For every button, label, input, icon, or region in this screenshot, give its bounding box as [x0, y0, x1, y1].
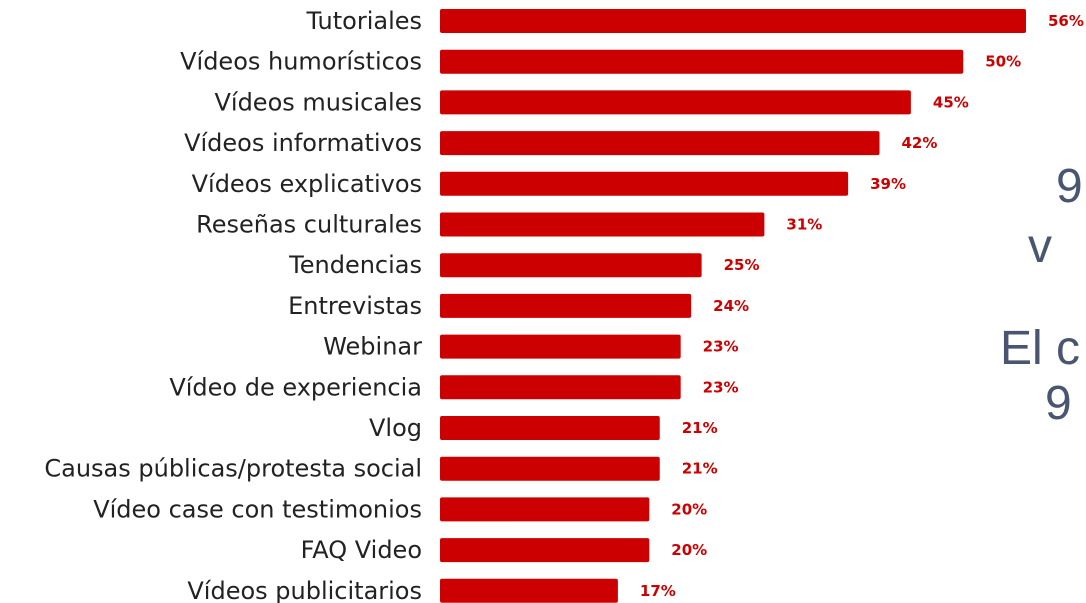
value-label: 20%: [671, 500, 707, 518]
bar: [440, 90, 911, 115]
side-text-line-3: El c: [1000, 322, 1081, 375]
value-label: 23%: [703, 378, 739, 396]
value-label: 45%: [933, 93, 969, 111]
category-label: Tendencias: [288, 251, 422, 279]
value-label: 24%: [713, 297, 749, 315]
bar: [440, 253, 702, 278]
side-text-line-4: 9: [1045, 377, 1072, 430]
bar: [440, 416, 660, 440]
bar: [440, 538, 650, 563]
side-text-line-2: v: [1028, 220, 1052, 273]
category-label: FAQ Video: [301, 536, 422, 564]
bar: [440, 9, 1026, 33]
value-label: 20%: [671, 541, 707, 559]
value-label: 56%: [1048, 12, 1084, 30]
category-label: Entrevistas: [288, 292, 422, 320]
category-label: Vídeos informativos: [184, 129, 422, 157]
bar: [440, 375, 681, 400]
category-label: Vídeos humorísticos: [180, 48, 422, 76]
bar: [440, 171, 849, 196]
value-label: 21%: [682, 460, 718, 478]
value-label: 21%: [682, 419, 718, 437]
category-label: Vídeo case con testimonios: [93, 495, 422, 523]
category-label: Vlog: [369, 414, 422, 442]
bar: [440, 49, 964, 74]
bar: [440, 293, 692, 318]
category-label: Causas públicas/protesta social: [44, 455, 422, 483]
category-label: Reseñas culturales: [196, 211, 422, 239]
category-label: Tutoriales: [306, 7, 423, 35]
value-label: 50%: [985, 53, 1021, 71]
value-label: 23%: [703, 338, 739, 356]
value-label: 25%: [724, 256, 760, 274]
category-label: Webinar: [323, 333, 422, 361]
value-label: 31%: [786, 216, 822, 234]
category-label: Vídeos explicativos: [192, 170, 422, 198]
bar: [440, 578, 618, 603]
bar: [440, 212, 765, 237]
category-label: Vídeo de experiencia: [169, 373, 422, 401]
side-text-line-1: 9: [1056, 160, 1083, 213]
bar: [440, 334, 681, 359]
bar: [440, 131, 880, 156]
category-label: Vídeos publicitarios: [187, 577, 422, 603]
value-label: 17%: [640, 582, 676, 600]
bar: [440, 456, 660, 481]
category-label: Vídeos musicales: [214, 88, 422, 116]
bar: [440, 497, 650, 522]
value-label: 39%: [870, 175, 906, 193]
value-label: 42%: [902, 134, 938, 152]
